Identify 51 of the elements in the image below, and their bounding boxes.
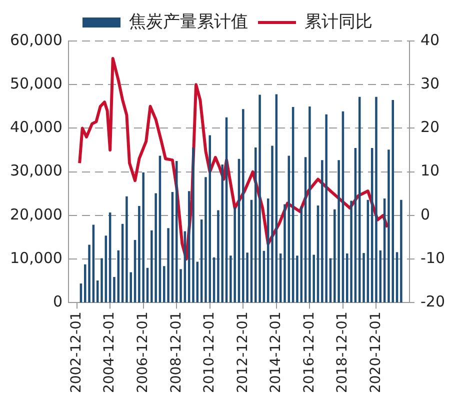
bar [88,244,90,302]
x-tick-label: 2004-12-01 [102,312,118,394]
bar [271,146,274,302]
y2-tick-label: 0 [420,205,430,224]
bar [362,253,365,302]
y2-tick-label: 40 [420,30,440,49]
bar [300,206,303,302]
legend-label: 焦炭产量累计值 [129,12,248,32]
bar [234,207,236,302]
y-tick-label: 30,000 [10,162,62,180]
bar [126,196,128,302]
x-tick-label: 2010-12-01 [202,312,218,394]
bar [258,94,261,302]
bar [142,172,144,302]
bar [350,200,352,302]
y2-tick-label: 20 [420,118,440,136]
legend-label: 累计同比 [304,12,372,32]
y-tick-label: 60,000 [10,30,62,49]
y2-tick-label: 30 [420,74,440,92]
bar [180,269,182,302]
y-tick-label: 0 [52,292,62,311]
bar [100,258,103,302]
bar [284,204,286,302]
bar [325,114,328,302]
bar [204,177,207,302]
bar [338,160,340,302]
y2-tick-label: -20 [420,292,445,311]
bar [242,109,244,302]
bar [167,228,170,302]
bar [375,96,378,302]
x-tick-label: 2020-12-01 [368,312,384,394]
y-tick-label: 40,000 [10,118,62,136]
bar [221,164,224,302]
y-tick-label: 50,000 [10,74,62,92]
y2-tick-label: -10 [420,248,445,267]
y2-tick-label: 10 [420,162,440,180]
x-tick-label: 2012-12-01 [234,312,251,394]
x-tick-label: 2016-12-01 [301,312,318,394]
bar [400,200,402,302]
bar [392,100,394,302]
x-tick-label: 2008-12-01 [168,312,184,394]
bar [154,193,157,302]
x-tick-label: 2006-12-01 [134,312,151,394]
bar [113,277,116,302]
y-tick-label: 10,000 [10,248,62,267]
x-tick-label: 2002-12-01 [68,312,84,394]
x-tick-label: 2018-12-01 [334,312,351,394]
bar [192,148,194,302]
x-tick-label: 2014-12-01 [268,312,284,394]
y-tick-label: 20,000 [10,205,62,224]
bar [308,106,311,302]
